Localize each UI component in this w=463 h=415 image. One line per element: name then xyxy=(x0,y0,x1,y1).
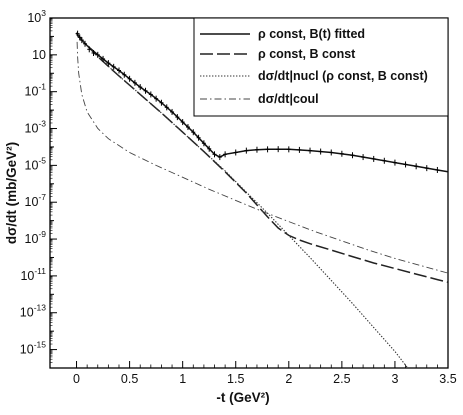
data-point xyxy=(91,50,96,56)
legend-label-4: dσ/dt|coul xyxy=(258,92,319,106)
data-point xyxy=(191,129,196,136)
legend-label-3: dσ/dt|nucl (ρ const, B const) xyxy=(258,69,428,83)
data-point xyxy=(414,163,419,170)
x-tick-label: 1 xyxy=(179,372,186,386)
legend-label-1: ρ const, B(t) fitted xyxy=(258,27,365,41)
data-point xyxy=(116,67,121,74)
data-point xyxy=(164,104,169,111)
series-line-1 xyxy=(75,32,448,173)
data-point xyxy=(223,151,228,158)
data-point xyxy=(77,34,82,41)
data-point xyxy=(127,75,132,82)
data-point xyxy=(382,157,387,164)
data-point xyxy=(339,150,344,157)
data-point xyxy=(159,99,164,106)
y-axis-title: dσ/dt (mb/GeV²) xyxy=(4,142,19,244)
x-tick-label: 0 xyxy=(73,372,80,386)
data-point xyxy=(286,146,291,153)
x-tick-label: 3 xyxy=(391,372,398,386)
y-tick-label: 10-1 xyxy=(25,82,47,99)
data-point xyxy=(148,91,153,98)
data-point xyxy=(244,147,249,154)
data-point xyxy=(132,79,137,86)
data-point xyxy=(297,146,302,153)
measured-points xyxy=(75,30,440,173)
data-point xyxy=(196,134,201,141)
data-point xyxy=(175,114,180,121)
data-point xyxy=(318,148,323,155)
data-point xyxy=(79,37,84,44)
axis-ticks: 0 0.5 1 1.5 2 2.5 3 3.5 103 10 10-1 10-3 10-5 10-7 10-… xyxy=(20,8,457,386)
y-tick-label: 10-11 xyxy=(20,266,46,283)
data-point xyxy=(254,146,259,153)
data-point xyxy=(265,146,270,153)
data-point xyxy=(424,165,429,172)
y-tick-label: 10-3 xyxy=(25,119,47,136)
x-tick-label: 0.5 xyxy=(121,372,138,386)
data-point xyxy=(361,154,366,161)
data-point xyxy=(170,108,175,115)
data-point xyxy=(392,159,397,166)
y-tick-label: 10 xyxy=(32,48,46,62)
data-point xyxy=(185,124,190,131)
data-point xyxy=(371,155,376,162)
data-point xyxy=(217,154,222,161)
data-point xyxy=(350,152,355,159)
data-point xyxy=(83,40,88,47)
x-tick-label: 1.5 xyxy=(227,372,244,386)
data-point xyxy=(403,161,408,168)
data-point xyxy=(87,46,92,53)
y-tick-label: 10-13 xyxy=(20,303,46,320)
data-point xyxy=(95,51,100,58)
series-line-4 xyxy=(76,41,448,274)
data-point xyxy=(308,147,313,154)
data-point xyxy=(207,145,212,152)
data-point xyxy=(143,87,148,94)
data-point xyxy=(75,30,80,37)
data-point xyxy=(201,140,206,147)
data-point xyxy=(180,119,185,126)
y-tick-label: 10-15 xyxy=(20,340,46,357)
data-point xyxy=(212,151,217,158)
y-tick-label: 103 xyxy=(27,8,46,25)
data-point xyxy=(106,60,111,67)
data-point xyxy=(138,84,143,91)
data-point xyxy=(435,166,440,173)
data-point xyxy=(154,95,159,102)
series-line-2 xyxy=(75,32,448,284)
data-point xyxy=(122,71,127,78)
legend-label-2: ρ const, B const xyxy=(258,47,356,61)
y-tick-label: 10-9 xyxy=(25,229,47,246)
y-tick-label: 10-5 xyxy=(25,155,47,172)
x-axis-title: -t (GeV²) xyxy=(216,390,269,405)
x-tick-label: 2 xyxy=(285,372,292,386)
data-point xyxy=(233,149,238,156)
y-tick-label: 10-7 xyxy=(25,192,47,209)
legend: ρ const, B(t) fitted ρ const, B const dσ/d… xyxy=(193,17,449,117)
x-tick-label: 3.5 xyxy=(439,372,456,386)
data-point xyxy=(111,63,116,70)
data-point xyxy=(329,149,334,156)
data-point xyxy=(276,146,281,153)
x-tick-label: 2.5 xyxy=(333,372,350,386)
data-point xyxy=(101,55,106,62)
